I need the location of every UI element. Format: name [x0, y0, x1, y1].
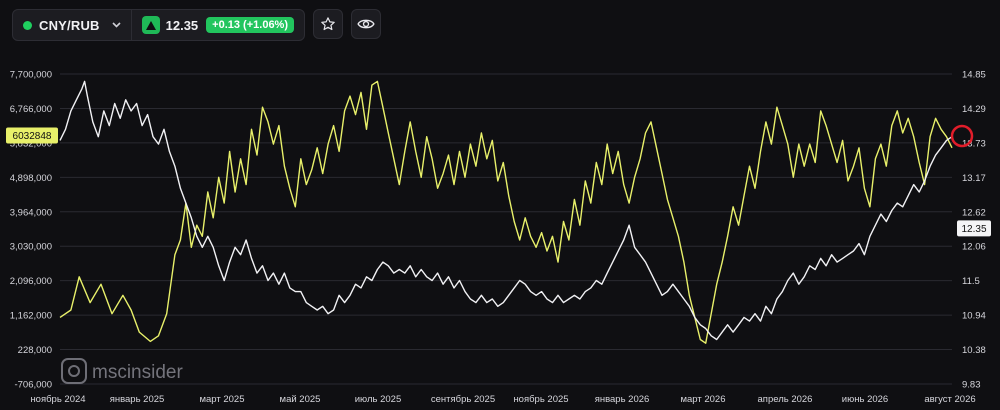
left-value-tag: [6, 127, 58, 144]
x-tick-label: ноябрь 2025: [513, 394, 568, 405]
x-tick-label: ноябрь 2024: [30, 394, 85, 405]
right-value-label: 12.35: [961, 224, 986, 235]
watch-button[interactable]: [351, 9, 382, 39]
star-icon: [321, 17, 335, 31]
left-axis-ticks: 7,700,000 6,766,000 5,832,000 4,898,000 3,96…: [10, 70, 52, 391]
right-tick-label: 12.06: [962, 242, 986, 253]
x-tick-label: январь 2026: [595, 394, 650, 405]
eye-icon: [357, 19, 375, 29]
series-line-2: [59, 80, 953, 341]
right-tick-label: 9.83: [962, 380, 981, 391]
x-tick-label: май 2025: [280, 394, 321, 405]
chevron-down-icon[interactable]: [112, 20, 121, 31]
left-tick-label: -706,000: [14, 380, 52, 391]
pair-name: CNY/RUB: [39, 17, 100, 33]
x-tick-label: январь 2025: [110, 394, 165, 405]
left-value-label: 6032848: [13, 131, 52, 142]
left-tick-label: 1,162,000: [10, 311, 52, 322]
current-price: 12.35: [165, 17, 199, 33]
chart-series: [59, 80, 953, 344]
chart-grid: [60, 73, 952, 385]
right-tick-label: 10.38: [962, 345, 986, 356]
pair-selector[interactable]: CNY/RUB 12.35 +0.13 (+1.06%): [12, 9, 306, 41]
watermark: mscinsider: [61, 358, 183, 384]
series-line-1: [59, 80, 953, 344]
up-arrow-icon: [141, 16, 160, 34]
right-tick-label: 12.62: [962, 207, 986, 218]
x-tick-label: апрель 2026: [758, 394, 813, 405]
right-tick-label: 13.73: [962, 138, 986, 149]
right-axis-ticks: 14.85 14.29 13.73 13.17 12.62 12.06 11.5 10.94 1…: [962, 70, 986, 391]
msc-logo-icon: [61, 358, 87, 384]
right-tick-label: 11.5: [962, 276, 980, 287]
x-tick-label: март 2026: [680, 394, 725, 405]
divider: [130, 10, 132, 40]
left-tick-label: 5,832,000: [10, 138, 52, 149]
left-tick-label: 6,766,000: [10, 104, 52, 115]
right-value-tag: [957, 220, 991, 237]
left-tick-label: 2,096,000: [10, 276, 52, 287]
left-tick-label: 3,030,000: [10, 242, 52, 253]
price-change-badge: +0.13 (+1.06%): [206, 17, 295, 33]
favorite-button[interactable]: [313, 9, 344, 39]
x-tick-label: август 2026: [924, 394, 975, 405]
right-tick-label: 10.94: [962, 311, 986, 322]
right-tick-label: 14.29: [962, 104, 986, 115]
toolbar: CNY/RUB 12.35 +0.13 (+1.06%): [12, 9, 382, 41]
x-axis-ticks: ноябрь 2024 январь 2025 март 2025 май 2025 и…: [30, 394, 975, 405]
live-marker-icon[interactable]: [950, 124, 974, 148]
right-tick-label: 13.17: [962, 173, 986, 184]
x-tick-label: сентябрь 2025: [431, 394, 495, 405]
x-tick-label: июль 2025: [355, 394, 402, 405]
x-tick-label: март 2025: [199, 394, 244, 405]
left-tick-label: 4,898,000: [10, 173, 52, 184]
right-tick-label: 14.85: [962, 70, 986, 81]
watermark-text: mscinsider: [92, 362, 183, 383]
x-tick-label: июнь 2026: [842, 394, 888, 405]
status-dot: [23, 20, 32, 30]
current-value-labels: 6032848 12.35: [6, 127, 991, 237]
left-tick-label: 7,700,000: [10, 70, 52, 81]
left-tick-label: 3,964,000: [10, 207, 52, 218]
left-tick-label: 228,000: [18, 345, 52, 356]
